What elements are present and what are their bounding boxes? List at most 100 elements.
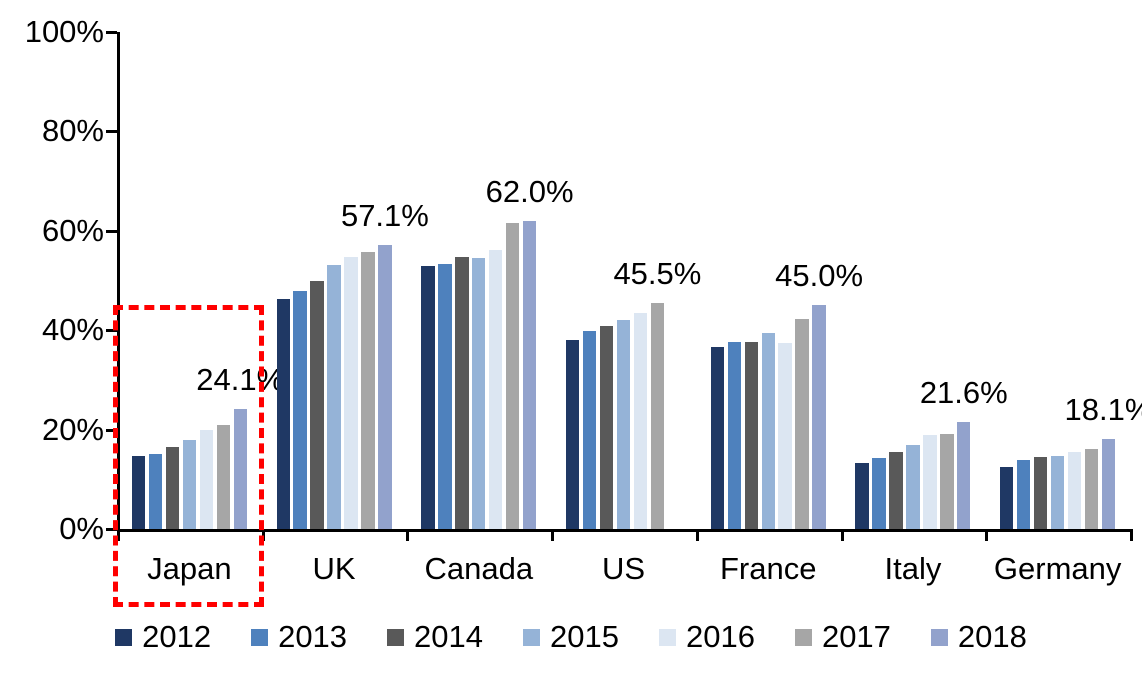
bar bbox=[744, 342, 758, 529]
highlight-box bbox=[113, 305, 264, 607]
legend-swatch bbox=[115, 628, 133, 646]
legend-label: 2015 bbox=[550, 619, 619, 654]
value-label: 18.1% bbox=[1064, 392, 1142, 428]
legend-swatch bbox=[523, 628, 541, 646]
legend-item: 2017 bbox=[794, 619, 891, 654]
legend-label: 2014 bbox=[414, 619, 484, 654]
bar bbox=[633, 312, 648, 529]
bar bbox=[616, 320, 631, 529]
legend-item: 2012 bbox=[115, 620, 211, 654]
bar bbox=[1084, 449, 1099, 529]
bar bbox=[165, 447, 180, 529]
bar bbox=[472, 257, 486, 529]
y-axis-tick-label: 60% bbox=[41, 212, 104, 248]
bar bbox=[148, 454, 163, 529]
category-label: Italy bbox=[884, 551, 942, 586]
x-axis-tick bbox=[406, 532, 410, 541]
y-axis-tick bbox=[106, 428, 117, 432]
bar bbox=[361, 252, 375, 529]
x-axis-tick bbox=[840, 532, 844, 541]
bar bbox=[378, 245, 392, 529]
bar bbox=[1017, 460, 1031, 529]
bar bbox=[233, 409, 247, 529]
bar bbox=[1067, 452, 1082, 529]
y-axis-tick bbox=[106, 31, 117, 34]
y-axis-tick bbox=[106, 130, 117, 134]
bar bbox=[710, 347, 725, 529]
legend-swatch bbox=[658, 628, 676, 646]
y-axis-tick-label: 40% bbox=[41, 312, 104, 348]
category-label: Canada bbox=[424, 551, 534, 586]
y-axis-tick-label: 80% bbox=[41, 113, 104, 149]
bar bbox=[310, 280, 324, 529]
value-label: 21.6% bbox=[919, 374, 1008, 410]
x-axis-tick bbox=[551, 532, 555, 541]
bar bbox=[906, 445, 920, 529]
y-axis-tick bbox=[106, 528, 117, 531]
value-label: 45.5% bbox=[613, 255, 702, 291]
bar bbox=[582, 330, 597, 529]
bar bbox=[1033, 457, 1048, 529]
legend-item: 2018 bbox=[930, 619, 1027, 654]
legend-swatch bbox=[387, 628, 405, 646]
legend-item: 2016 bbox=[658, 619, 755, 654]
legend-item: 2015 bbox=[523, 620, 619, 654]
bar bbox=[565, 339, 580, 529]
x-axis-tick bbox=[695, 532, 699, 541]
bar bbox=[872, 458, 886, 529]
category-label: UK bbox=[312, 551, 356, 586]
category-label: Japan bbox=[147, 551, 232, 586]
value-label: 45.0% bbox=[775, 258, 864, 294]
bar bbox=[199, 430, 213, 529]
x-axis-tick bbox=[1130, 532, 1133, 541]
y-axis-tick-label: 20% bbox=[41, 411, 104, 447]
legend-item: 2014 bbox=[387, 620, 483, 654]
bar bbox=[599, 325, 614, 529]
value-label: 57.1% bbox=[340, 198, 429, 234]
bar bbox=[131, 456, 146, 529]
bar bbox=[795, 318, 809, 529]
bar bbox=[182, 440, 197, 529]
bar bbox=[1000, 466, 1014, 529]
bar bbox=[957, 421, 971, 529]
bar bbox=[455, 256, 469, 529]
legend-swatch bbox=[794, 628, 812, 646]
bar bbox=[855, 462, 869, 529]
y-axis-line bbox=[117, 32, 120, 529]
legend-item: 2013 bbox=[251, 620, 347, 654]
y-axis-tick-label: 0% bbox=[59, 511, 104, 546]
bar bbox=[650, 302, 665, 529]
bar bbox=[761, 333, 775, 529]
legend-swatch bbox=[251, 628, 269, 646]
bar bbox=[940, 433, 954, 529]
x-axis-tick bbox=[117, 532, 120, 541]
bar bbox=[327, 264, 341, 529]
x-axis-line bbox=[117, 529, 1133, 532]
x-axis-tick bbox=[985, 532, 989, 541]
legend-label: 2012 bbox=[142, 619, 212, 654]
bar bbox=[522, 220, 537, 529]
bar bbox=[778, 343, 792, 529]
legend-label: 2016 bbox=[685, 619, 755, 654]
y-axis-tick bbox=[106, 229, 117, 233]
bar bbox=[812, 305, 826, 529]
bar bbox=[489, 250, 503, 529]
bar bbox=[889, 452, 903, 529]
bar bbox=[923, 434, 937, 529]
category-label: Germany bbox=[993, 551, 1122, 586]
legend-label: 2017 bbox=[821, 619, 891, 654]
y-axis-tick-label: 100% bbox=[24, 14, 104, 49]
bar bbox=[421, 265, 435, 529]
bar bbox=[293, 291, 307, 529]
legend-swatch bbox=[930, 628, 948, 646]
bar bbox=[276, 298, 290, 529]
bar bbox=[438, 264, 452, 529]
bar bbox=[344, 257, 358, 529]
bar bbox=[727, 341, 741, 529]
value-label: 24.1% bbox=[196, 362, 285, 398]
value-label: 62.0% bbox=[485, 173, 574, 209]
bar bbox=[1050, 456, 1065, 529]
legend-label: 2018 bbox=[957, 619, 1027, 654]
y-axis-tick bbox=[106, 329, 117, 333]
